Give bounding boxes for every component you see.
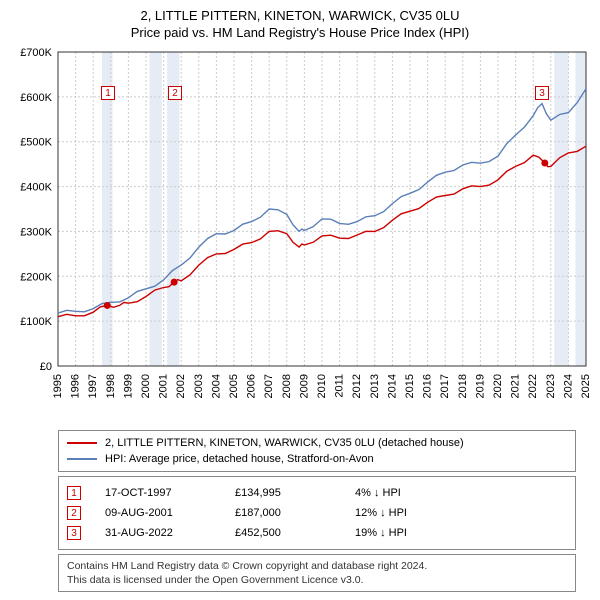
svg-text:2007: 2007 xyxy=(263,374,275,398)
svg-text:1998: 1998 xyxy=(105,374,117,398)
transaction-date: 09-AUG-2001 xyxy=(105,507,235,519)
svg-text:2006: 2006 xyxy=(246,374,258,398)
transaction-date: 31-AUG-2022 xyxy=(105,527,235,539)
svg-text:1997: 1997 xyxy=(87,374,99,398)
svg-text:2020: 2020 xyxy=(492,374,504,398)
transaction-price: £134,995 xyxy=(235,487,355,499)
svg-text:2002: 2002 xyxy=(175,374,187,398)
svg-text:2022: 2022 xyxy=(527,374,539,398)
marker-badge: 1 xyxy=(67,486,81,500)
transaction-date: 17-OCT-1997 xyxy=(105,487,235,499)
svg-text:£700K: £700K xyxy=(20,47,52,59)
chart-marker-label: 2 xyxy=(168,86,182,100)
svg-text:£100K: £100K xyxy=(20,316,52,328)
legend-swatch xyxy=(67,442,97,444)
svg-text:£300K: £300K xyxy=(20,226,52,238)
svg-text:£600K: £600K xyxy=(20,92,52,104)
legend: 2, LITTLE PITTERN, KINETON, WARWICK, CV3… xyxy=(58,430,576,472)
transaction-pct: 12% ↓ HPI xyxy=(355,507,455,519)
svg-text:2009: 2009 xyxy=(298,374,310,398)
svg-text:£200K: £200K xyxy=(20,271,52,283)
svg-text:2015: 2015 xyxy=(404,374,416,398)
svg-text:£0: £0 xyxy=(40,361,52,373)
svg-text:2010: 2010 xyxy=(316,374,328,398)
legend-label: HPI: Average price, detached house, Stra… xyxy=(105,453,374,465)
chart-container: 2, LITTLE PITTERN, KINETON, WARWICK, CV3… xyxy=(0,0,600,592)
svg-text:£400K: £400K xyxy=(20,182,52,194)
transaction-pct: 4% ↓ HPI xyxy=(355,487,455,499)
svg-text:2001: 2001 xyxy=(158,374,170,398)
svg-text:2025: 2025 xyxy=(580,374,592,398)
footer-line: This data is licensed under the Open Gov… xyxy=(67,573,567,587)
svg-text:2012: 2012 xyxy=(351,374,363,398)
chart-marker-label: 3 xyxy=(535,86,549,100)
marker-badge: 3 xyxy=(67,526,81,540)
svg-text:1995: 1995 xyxy=(52,374,64,398)
table-row: 2 09-AUG-2001 £187,000 12% ↓ HPI xyxy=(67,503,567,523)
svg-text:£500K: £500K xyxy=(20,137,52,149)
legend-swatch xyxy=(67,458,97,460)
transaction-price: £452,500 xyxy=(235,527,355,539)
svg-text:2003: 2003 xyxy=(193,374,205,398)
svg-text:1999: 1999 xyxy=(122,374,134,398)
chart-svg: £0 £100K £200K £300K £400K £500K £600K £700K 199… xyxy=(0,44,600,424)
footer-line: Contains HM Land Registry data © Crown c… xyxy=(67,559,567,573)
svg-text:2011: 2011 xyxy=(334,374,346,398)
transactions-table: 1 17-OCT-1997 £134,995 4% ↓ HPI 2 09-AUG… xyxy=(58,476,576,550)
legend-label: 2, LITTLE PITTERN, KINETON, WARWICK, CV3… xyxy=(105,437,464,449)
svg-text:2017: 2017 xyxy=(439,374,451,398)
svg-text:2005: 2005 xyxy=(228,374,240,398)
svg-text:2021: 2021 xyxy=(510,374,522,398)
chart-marker-label: 1 xyxy=(101,86,115,100)
svg-text:2019: 2019 xyxy=(474,374,486,398)
table-row: 3 31-AUG-2022 £452,500 19% ↓ HPI xyxy=(67,523,567,543)
svg-text:1996: 1996 xyxy=(70,374,82,398)
legend-item: HPI: Average price, detached house, Stra… xyxy=(67,451,567,467)
svg-text:2004: 2004 xyxy=(210,374,222,398)
transaction-pct: 19% ↓ HPI xyxy=(355,527,455,539)
title-subtitle: Price paid vs. HM Land Registry's House … xyxy=(0,25,600,40)
title-address: 2, LITTLE PITTERN, KINETON, WARWICK, CV3… xyxy=(0,8,600,23)
svg-text:2018: 2018 xyxy=(457,374,469,398)
svg-text:2024: 2024 xyxy=(562,374,574,398)
transaction-price: £187,000 xyxy=(235,507,355,519)
chart-header: 2, LITTLE PITTERN, KINETON, WARWICK, CV3… xyxy=(0,0,600,44)
marker-badge: 2 xyxy=(67,506,81,520)
svg-text:2008: 2008 xyxy=(281,374,293,398)
svg-text:2000: 2000 xyxy=(140,374,152,398)
svg-text:2016: 2016 xyxy=(422,374,434,398)
svg-text:2023: 2023 xyxy=(545,374,557,398)
svg-text:2014: 2014 xyxy=(386,374,398,398)
table-row: 1 17-OCT-1997 £134,995 4% ↓ HPI xyxy=(67,483,567,503)
legend-item: 2, LITTLE PITTERN, KINETON, WARWICK, CV3… xyxy=(67,435,567,451)
attribution-footer: Contains HM Land Registry data © Crown c… xyxy=(58,554,576,592)
svg-text:2013: 2013 xyxy=(369,374,381,398)
chart-plot-area: £0 £100K £200K £300K £400K £500K £600K £700K 199… xyxy=(0,44,600,424)
